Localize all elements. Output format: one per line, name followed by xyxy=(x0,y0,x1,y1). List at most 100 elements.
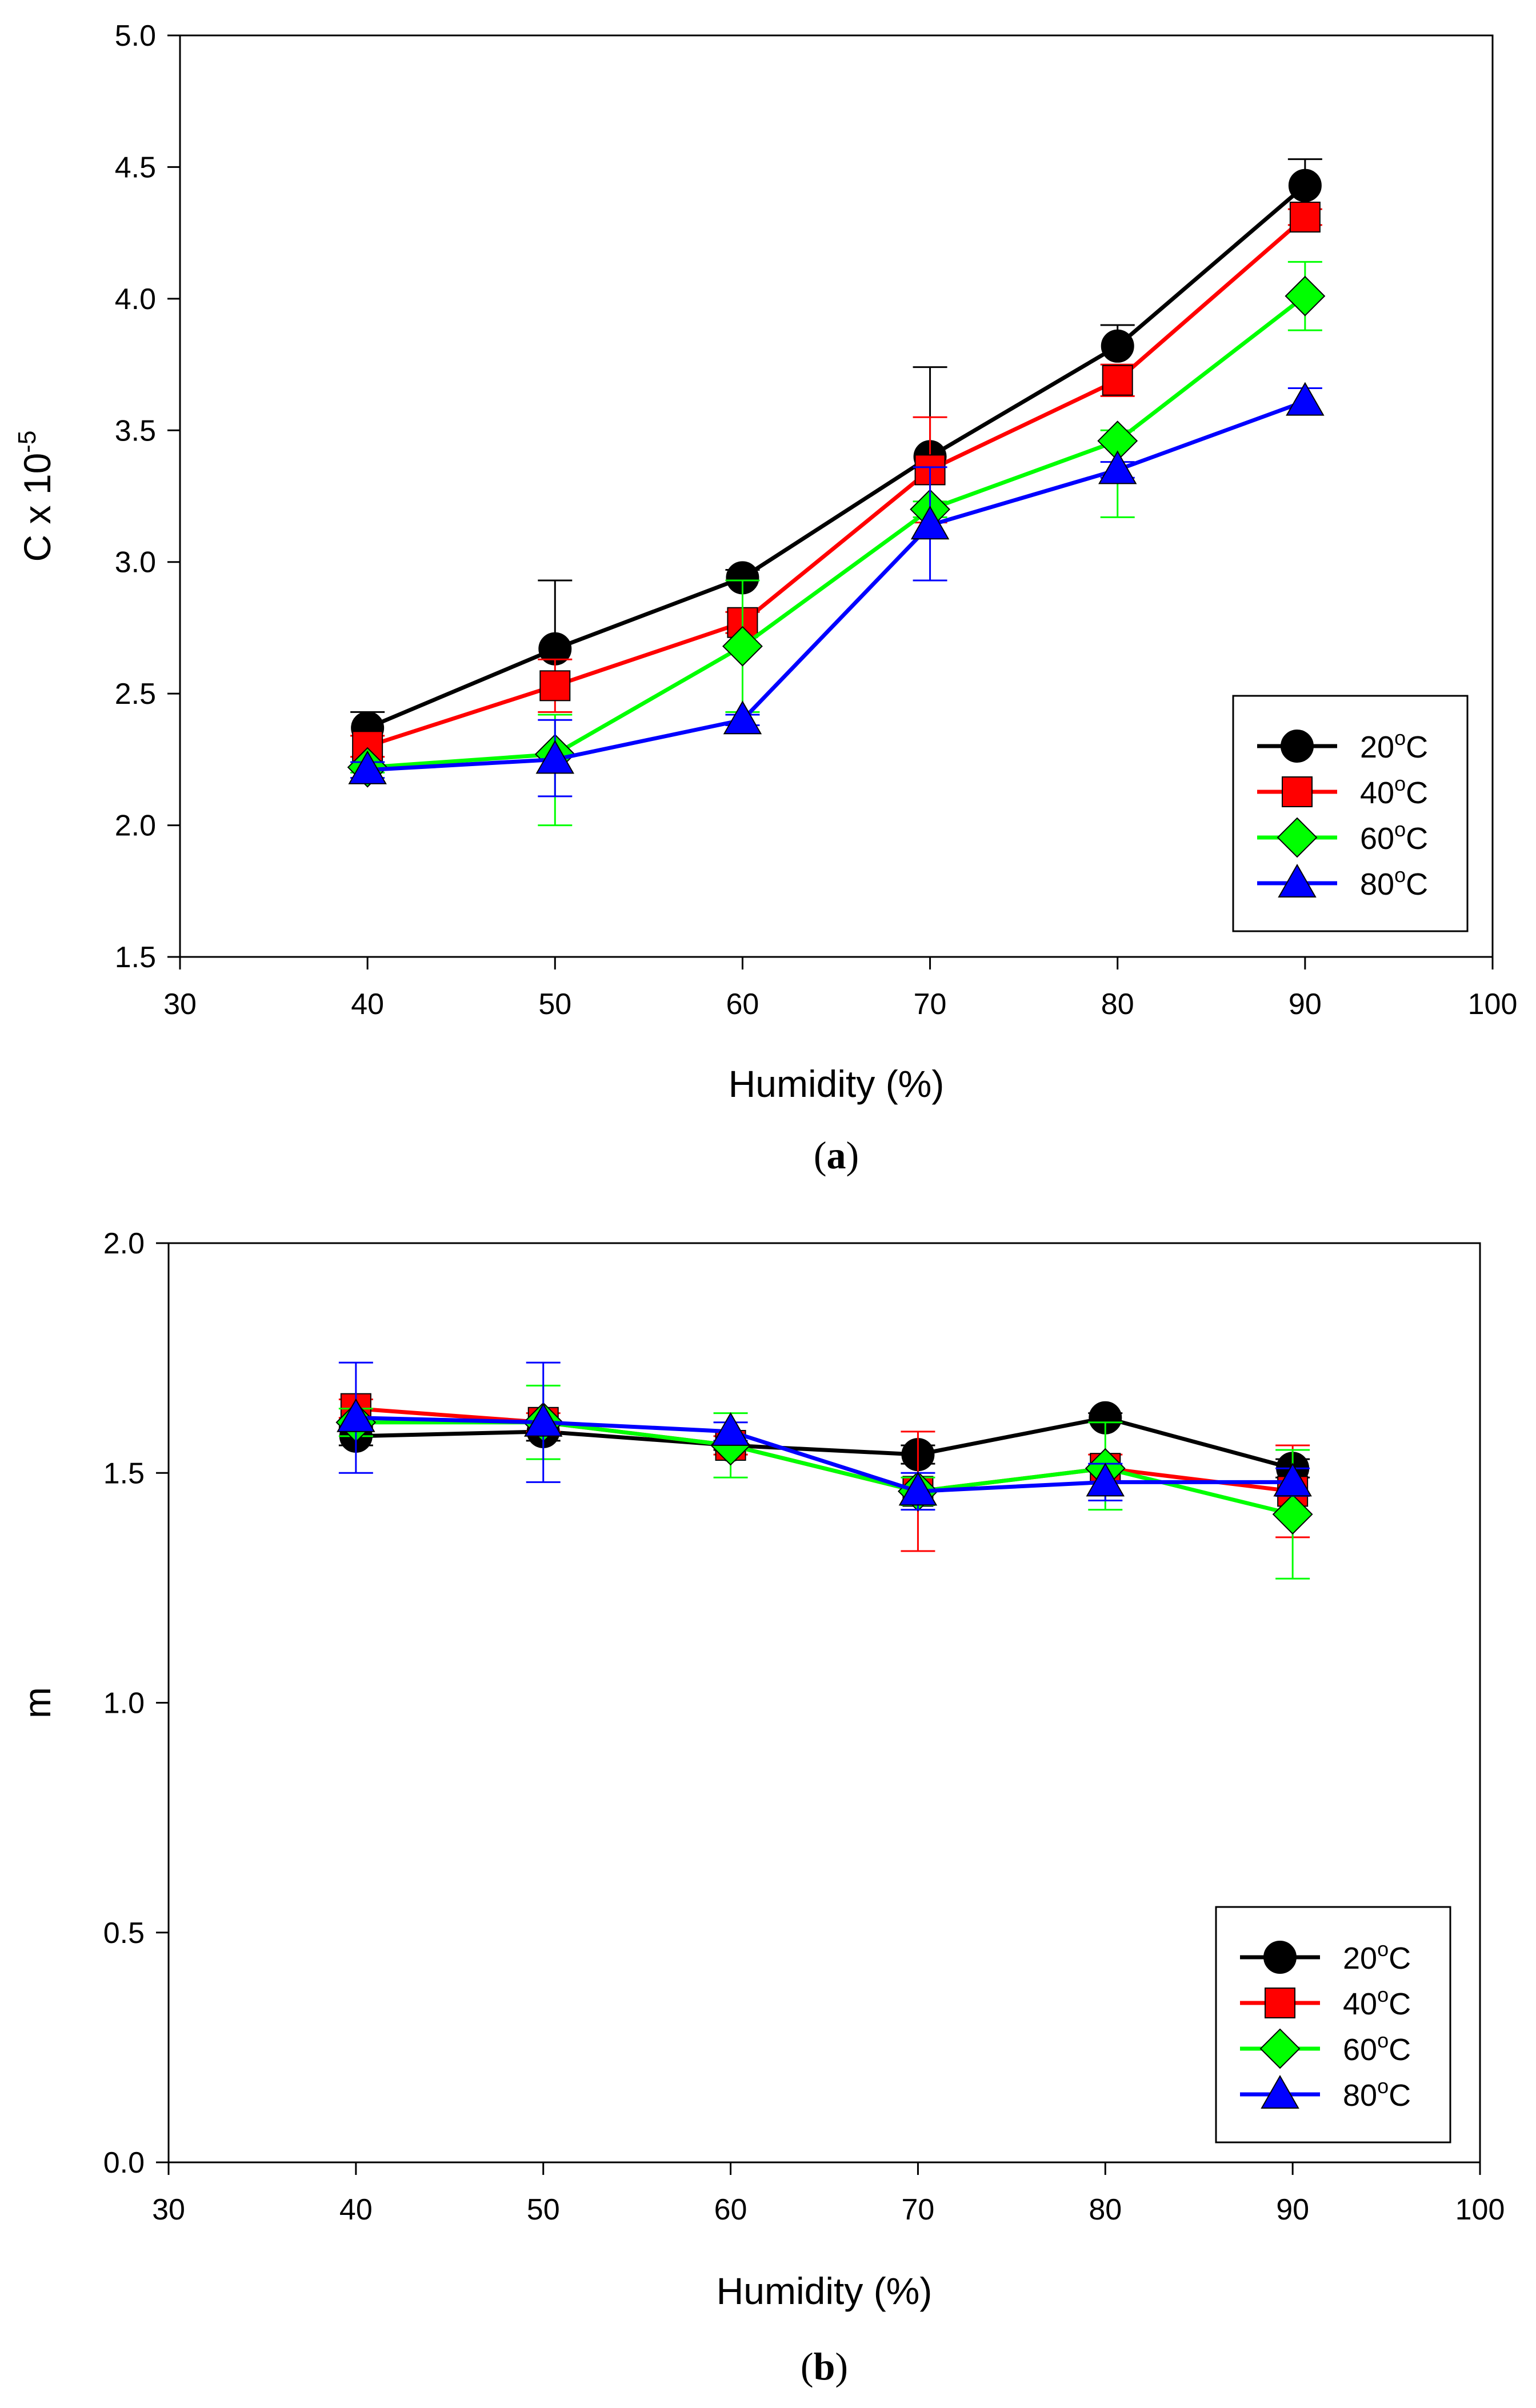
series-80C xyxy=(348,382,1325,798)
x-tick-label: 30 xyxy=(163,988,197,1021)
legend-label: 80oC xyxy=(1343,2074,1411,2113)
legend-item: 80oC xyxy=(1257,863,1428,902)
x-tick-label: 80 xyxy=(1089,2193,1122,2226)
legend-label: 80oC xyxy=(1360,863,1428,902)
data-point xyxy=(1288,169,1322,202)
y-tick-label: 1.5 xyxy=(103,1457,145,1490)
legend-marker xyxy=(1281,730,1314,763)
legend-label: 20oC xyxy=(1343,1937,1411,1976)
data-point xyxy=(535,740,575,774)
data-point xyxy=(1272,1494,1313,1535)
x-tick-label: 70 xyxy=(914,988,947,1021)
chart-panel-a: 30 40 50 60 70 80 90 100 1.5 2.0 2.5 3.0 3.5 4.0 4.5 5.… xyxy=(13,19,1517,1177)
legend-item: 20oC xyxy=(1257,726,1428,764)
legend-label-value: 60 xyxy=(1343,2033,1377,2067)
legend-label-unit: C xyxy=(1389,2078,1411,2113)
panel-label: (b) xyxy=(801,2345,848,2388)
data-point xyxy=(1286,382,1325,416)
legend-item: 20oC xyxy=(1240,1937,1411,1976)
data-point xyxy=(711,1412,750,1446)
data-point xyxy=(1101,329,1134,363)
panel-label-letter: a xyxy=(827,1133,846,1177)
legend-label-unit: C xyxy=(1389,2033,1411,2067)
data-point xyxy=(722,626,763,667)
legend-item: 60oC xyxy=(1257,817,1428,858)
data-point xyxy=(1273,1463,1312,1497)
legend-label-unit: C xyxy=(1406,776,1428,810)
series-40C xyxy=(338,1393,1310,1552)
legend-marker xyxy=(1263,1941,1297,1974)
x-tick-label: 100 xyxy=(1455,2193,1505,2226)
legend-degree-sign: o xyxy=(1394,726,1406,750)
x-tick-label: 40 xyxy=(351,988,384,1021)
legend-label-value: 80 xyxy=(1343,2078,1377,2113)
series-line xyxy=(355,1416,1293,1493)
series-line xyxy=(355,1420,1293,1517)
series-20C xyxy=(350,158,1322,745)
series-line xyxy=(355,1416,1294,1471)
data-point xyxy=(337,1398,375,1432)
panel-label-close: ) xyxy=(835,2345,848,2388)
legend-marker xyxy=(1261,2074,1299,2109)
legend-label-unit: C xyxy=(1406,822,1428,856)
series-line xyxy=(367,215,1307,748)
y-tick-label: 5.0 xyxy=(115,19,156,53)
panel-label-open: ( xyxy=(801,2345,814,2388)
legend-label-value: 40 xyxy=(1360,776,1394,810)
legend-marker xyxy=(1265,1988,1295,2018)
data-point xyxy=(1285,275,1326,316)
x-axis-title: Humidity (%) xyxy=(717,2270,933,2312)
x-tick-label: 40 xyxy=(339,2193,373,2226)
legend-item: 60oC xyxy=(1240,2028,1411,2069)
panel-label-close: ) xyxy=(846,1133,859,1177)
legend-label-value: 20 xyxy=(1360,730,1394,764)
x-axis-title: Humidity (%) xyxy=(729,1063,945,1105)
legend-degree-sign: o xyxy=(1377,2074,1389,2098)
legend-label-value: 40 xyxy=(1343,1987,1377,2021)
legend-item: 40oC xyxy=(1257,772,1428,810)
data-point xyxy=(1289,201,1321,233)
legend-item: 40oC xyxy=(1240,1983,1411,2021)
data-point xyxy=(1086,1463,1125,1497)
legend-box xyxy=(1232,695,1469,932)
y-tick-label: 0.5 xyxy=(103,1917,145,1950)
legend-degree-sign: o xyxy=(1377,1937,1389,1961)
chart-panel-b: 30 40 50 60 70 80 90 100 0.0 0.5 1.0 1.5 2.0 Humidity… xyxy=(16,1227,1505,2388)
legend-marker xyxy=(1278,863,1317,898)
legend-degree-sign: o xyxy=(1377,1983,1389,2006)
plot-frame xyxy=(179,34,1494,958)
x-tick-label: 90 xyxy=(1276,2193,1309,2226)
legend-marker xyxy=(1282,776,1313,807)
x-tick-label: 30 xyxy=(152,2193,185,2226)
legend-label: 20oC xyxy=(1360,726,1428,764)
y-tick-label: 1.5 xyxy=(115,941,156,974)
legend-label: 40oC xyxy=(1360,772,1428,810)
data-point xyxy=(1102,364,1133,396)
x-tick-label: 50 xyxy=(538,988,571,1021)
x-tick-label: 80 xyxy=(1101,988,1134,1021)
y-tick-label: 2.5 xyxy=(115,678,156,711)
legend-label-unit: C xyxy=(1389,1941,1411,1976)
legend-box xyxy=(1215,1906,1451,2143)
legend-item: 80oC xyxy=(1240,2074,1411,2113)
data-point xyxy=(898,1472,938,1506)
panel-label-letter: b xyxy=(814,2345,835,2388)
x-tick-label: 50 xyxy=(527,2193,560,2226)
y-tick-label: 1.0 xyxy=(103,1687,145,1720)
x-tick-label: 90 xyxy=(1289,988,1322,1021)
data-point xyxy=(1098,450,1137,484)
legend-label: 40oC xyxy=(1343,1983,1411,2021)
series-line xyxy=(367,294,1306,770)
data-point xyxy=(523,1403,563,1437)
y-tick-label: 2.0 xyxy=(115,810,156,843)
legend-label: 60oC xyxy=(1360,818,1428,856)
series-line xyxy=(367,399,1306,772)
y-axis-title: C x 10-5 xyxy=(13,431,58,562)
series-line xyxy=(366,184,1307,730)
legend-degree-sign: o xyxy=(1394,772,1406,795)
data-point xyxy=(352,731,383,762)
data-point xyxy=(348,750,387,784)
y-axis-title-exponent: -5 xyxy=(13,431,41,453)
